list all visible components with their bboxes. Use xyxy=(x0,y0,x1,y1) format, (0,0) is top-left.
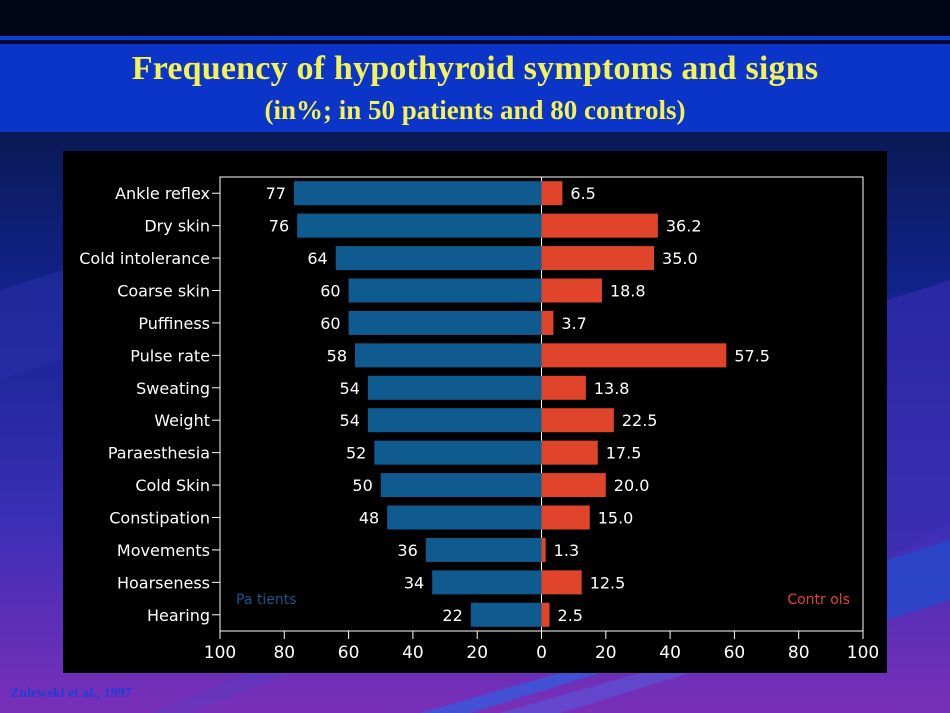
x-tick-label: 40 xyxy=(402,643,424,663)
x-tick-label: 0 xyxy=(536,643,547,663)
patients-bar xyxy=(367,408,542,433)
title-banner xyxy=(0,44,950,132)
slide-title: Frequency of hypothyroid symptoms and si… xyxy=(131,50,819,87)
x-tick-label: 40 xyxy=(659,643,681,663)
controls-bar xyxy=(541,278,602,303)
patients-bar xyxy=(374,440,542,465)
controls-bar xyxy=(541,473,606,498)
patients-value-label: 58 xyxy=(327,346,347,365)
controls-value-label: 20.0 xyxy=(614,476,650,495)
controls-value-label: 13.8 xyxy=(594,379,630,398)
patients-bar xyxy=(425,537,542,562)
patients-bar xyxy=(297,213,542,238)
legend-patients: Pa tients xyxy=(236,592,297,608)
x-tick-label: 80 xyxy=(788,643,810,663)
controls-value-label: 15.0 xyxy=(598,509,634,528)
category-label: Coarse skin xyxy=(117,282,210,301)
category-label: Hoarseness xyxy=(117,573,210,592)
patients-bar xyxy=(348,310,542,335)
legend-controls: Contr ols xyxy=(787,592,850,608)
controls-value-label: 35.0 xyxy=(662,249,698,268)
controls-bar xyxy=(541,310,554,335)
patients-value-label: 60 xyxy=(320,282,340,301)
patients-bar xyxy=(387,505,542,530)
category-label: Paraesthesia xyxy=(108,444,210,463)
controls-value-label: 6.5 xyxy=(570,184,595,203)
controls-bar xyxy=(541,570,582,595)
category-label: Movements xyxy=(117,541,210,560)
category-label: Ankle reflex xyxy=(115,184,210,203)
patients-value-label: 36 xyxy=(397,541,417,560)
controls-bar xyxy=(541,181,563,206)
controls-value-label: 12.5 xyxy=(590,573,626,592)
category-label: Puffiness xyxy=(138,314,210,333)
category-label: Hearing xyxy=(147,606,210,625)
controls-bar xyxy=(541,505,590,530)
controls-value-label: 36.2 xyxy=(666,217,702,236)
controls-value-label: 22.5 xyxy=(622,411,658,430)
patients-bar xyxy=(335,246,542,271)
patients-bar xyxy=(432,570,542,595)
chart-panel: Ankle reflex 77 6.5 Dry skin 76 36.2 Cold into… xyxy=(63,151,887,673)
controls-value-label: 1.3 xyxy=(554,541,579,560)
butterfly-bar-chart: Ankle reflex 77 6.5 Dry skin 76 36.2 Cold into… xyxy=(79,176,879,663)
category-label: Cold Skin xyxy=(135,476,210,495)
patients-value-label: 22 xyxy=(442,606,462,625)
patients-value-label: 34 xyxy=(404,573,424,592)
controls-value-label: 3.7 xyxy=(561,314,586,333)
patients-bar xyxy=(367,375,542,400)
patients-value-label: 64 xyxy=(307,249,327,268)
x-tick-label: 20 xyxy=(466,643,488,663)
x-tick-label: 100 xyxy=(847,643,879,663)
controls-value-label: 18.8 xyxy=(610,282,646,301)
controls-bar xyxy=(541,440,598,465)
patients-value-label: 48 xyxy=(359,509,379,528)
patients-bar xyxy=(355,343,542,368)
top-dark-band xyxy=(0,0,950,36)
category-label: Pulse rate xyxy=(130,346,210,365)
category-label: Cold intolerance xyxy=(79,249,210,268)
patients-value-label: 50 xyxy=(352,476,372,495)
controls-bar xyxy=(541,246,655,271)
patients-value-label: 54 xyxy=(340,411,360,430)
patients-bar xyxy=(293,181,542,206)
patients-value-label: 52 xyxy=(346,444,366,463)
x-tick-label: 60 xyxy=(338,643,360,663)
x-tick-label: 20 xyxy=(595,643,617,663)
controls-bar xyxy=(541,537,546,562)
controls-bar xyxy=(541,343,727,368)
controls-value-label: 2.5 xyxy=(558,606,583,625)
x-tick-label: 60 xyxy=(724,643,746,663)
patients-value-label: 54 xyxy=(340,379,360,398)
patients-value-label: 76 xyxy=(269,217,289,236)
patients-value-label: 60 xyxy=(320,314,340,333)
controls-bar xyxy=(541,408,614,433)
controls-value-label: 57.5 xyxy=(734,346,770,365)
citation: Zulewski et al., 1997 xyxy=(10,686,132,701)
category-label: Sweating xyxy=(136,379,210,398)
patients-bar xyxy=(380,473,542,498)
patients-bar xyxy=(348,278,542,303)
slide-subtitle: (in%; in 50 patients and 80 controls) xyxy=(264,95,686,125)
x-tick-label: 80 xyxy=(273,643,295,663)
category-label: Dry skin xyxy=(144,217,210,236)
controls-bar xyxy=(541,375,586,400)
category-label: Weight xyxy=(154,411,210,430)
top-stripe xyxy=(0,36,950,40)
category-label: Constipation xyxy=(109,509,210,528)
controls-bar xyxy=(541,213,658,238)
patients-bar xyxy=(470,602,542,627)
controls-value-label: 17.5 xyxy=(606,444,642,463)
patients-value-label: 77 xyxy=(266,184,286,203)
x-tick-label: 100 xyxy=(204,643,236,663)
controls-bar xyxy=(541,602,550,627)
